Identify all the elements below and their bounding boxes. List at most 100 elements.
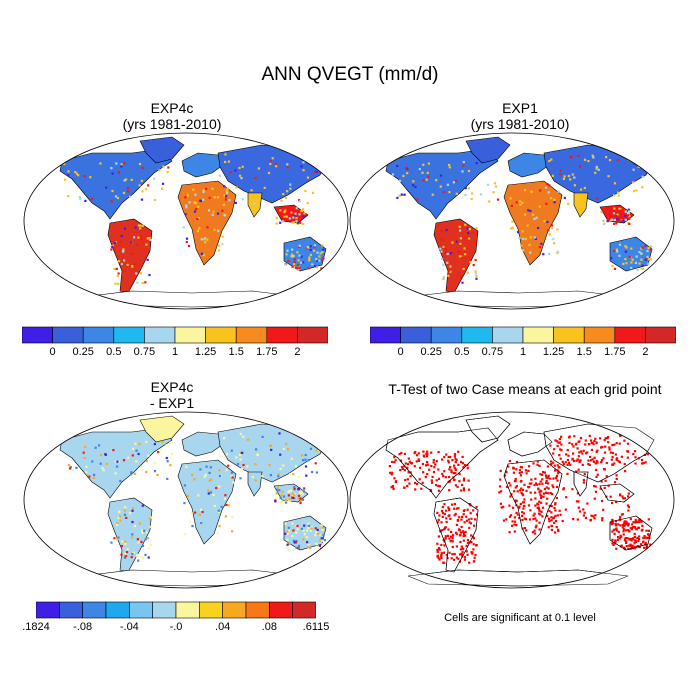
colorbar-tick-label: 1.75 (256, 346, 278, 358)
continent-seAsia (273, 204, 309, 224)
continent-africa (177, 459, 237, 545)
colorbar-swatch (492, 326, 524, 344)
colorbar-exp4c (22, 326, 328, 344)
colorbar-swatch (129, 601, 153, 619)
colorbar-exp4c-labels: 0 0.25 0.5 0.75 1 1.25 1.5 1.75 2 (22, 346, 328, 360)
panel-c-title-line2: - EXP1 (149, 395, 195, 411)
panel-d-title-line1: T-Test of two Case means at each grid po… (388, 381, 662, 397)
continent-antarctica (81, 290, 303, 308)
colorbar-swatch (199, 601, 223, 619)
colorbar-tick-label: 2 (294, 346, 301, 358)
colorbar-tick-label: 0 (49, 346, 56, 358)
colorbar-tick-label: 1.5 (576, 346, 592, 358)
panel-a-title-line1: EXP4c (150, 100, 194, 116)
colorbar-swatch (82, 601, 107, 619)
colorbar-tick-label: -.08 (73, 621, 93, 633)
continent-europe (181, 431, 227, 457)
map-difference (23, 411, 349, 589)
colorbar-tick-label: 0.5 (454, 346, 470, 358)
panel-b-title-line2: (yrs 1981-2010) (470, 116, 570, 132)
continent-india (247, 471, 263, 497)
panel-c-title: EXP4c - EXP1 (22, 379, 322, 411)
panel-d-title: T-Test of two Case means at each grid po… (350, 381, 700, 397)
colorbar-swatch (553, 326, 585, 344)
colorbar-swatch (205, 326, 237, 344)
colorbar-swatch (174, 326, 206, 344)
colorbar-tick-label: 2 (642, 346, 649, 358)
map-boundary (23, 132, 349, 310)
continent-india (247, 192, 263, 218)
continent-europe (181, 152, 227, 178)
colorbar-difference-labels: .1824 -.08 -.04 -.0 .04 .08 .6115 (22, 621, 329, 635)
continent-europe (507, 152, 553, 178)
panel-a-title: EXP4c (yrs 1981-2010) (22, 100, 322, 132)
colorbar-swatch (522, 326, 554, 344)
colorbar-tick-label: .1824 (22, 621, 50, 633)
panel-c-title-line1: EXP4c (150, 379, 194, 395)
colorbar-swatch (105, 601, 130, 619)
colorbar-swatch (430, 326, 463, 344)
colorbar-swatch (461, 326, 493, 344)
colorbar-tick-label: -.0 (169, 621, 183, 633)
continent-southAmerica (107, 497, 153, 573)
colorbar-tick-label: 0.75 (481, 346, 504, 358)
continent-greenland (139, 136, 185, 164)
colorbar-tick-label: 0.25 (420, 346, 442, 358)
map-exp4c (23, 132, 349, 310)
colorbar-swatch (59, 601, 83, 619)
colorbar-tick-label: 1.5 (228, 346, 244, 358)
continent-antarctica (407, 290, 629, 308)
panel-b-title: EXP1 (yrs 1981-2010) (370, 100, 670, 132)
colorbar-swatch (152, 601, 177, 619)
colorbar-swatch (400, 326, 432, 344)
colorbar-swatch (370, 326, 401, 344)
colorbar-swatch (175, 601, 200, 619)
colorbar-swatch (269, 601, 293, 619)
colorbar-swatch (144, 326, 176, 344)
continent-australia (609, 236, 653, 272)
map-boundary (23, 411, 349, 589)
map-boundary (349, 411, 675, 589)
significance-footnote: Cells are significant at 0.1 level (444, 612, 596, 624)
colorbar-tick-label: .6115 (302, 621, 330, 633)
colorbar-tick-label: 0.25 (72, 346, 94, 358)
colorbar-exp1-labels: 0 0.25 0.5 0.75 1 1.25 1.5 1.75 2 (370, 346, 676, 360)
colorbar-swatch (235, 326, 268, 344)
colorbar-exp1 (370, 326, 676, 344)
colorbar-swatch (52, 326, 84, 344)
colorbar-tick-label: 0.75 (133, 346, 156, 358)
colorbar-tick-label: 0.5 (106, 346, 122, 358)
colorbar-tick-label: .04 (215, 621, 231, 633)
colorbar-tick-label: 1.25 (542, 346, 565, 358)
map-boundary (349, 132, 675, 310)
colorbar-swatch (113, 326, 145, 344)
colorbar-swatch (292, 601, 316, 619)
colorbar-tick-label: .08 (261, 621, 277, 633)
continent-africa (503, 180, 563, 266)
colorbar-tick-label: -.04 (119, 621, 139, 633)
panel-b-title-line1: EXP1 (502, 100, 538, 116)
colorbar-swatch (22, 326, 53, 344)
figure-title: ANN QVEGT (mm/d) (261, 64, 439, 85)
continent-antarctica (407, 569, 629, 587)
colorbar-swatch (222, 601, 247, 619)
colorbar-tick-label: 1 (171, 346, 179, 358)
continent-antarctica (81, 569, 303, 587)
colorbar-tick-label: 1.75 (604, 346, 626, 358)
continent-africa (177, 180, 237, 266)
continent-india (573, 192, 589, 218)
map-exp1 (349, 132, 675, 310)
colorbar-difference (36, 601, 316, 619)
colorbar-swatch (82, 326, 115, 344)
continent-greenland (139, 415, 185, 443)
continent-greenland (465, 136, 511, 164)
colorbar-swatch (645, 326, 676, 344)
colorbar-swatch (245, 601, 270, 619)
continent-india (573, 471, 589, 497)
colorbar-swatch (297, 326, 328, 344)
colorbar-swatch (266, 326, 298, 344)
map-ttest (349, 411, 675, 589)
colorbar-swatch (36, 601, 60, 619)
colorbar-swatch (583, 326, 616, 344)
colorbar-swatch (614, 326, 646, 344)
